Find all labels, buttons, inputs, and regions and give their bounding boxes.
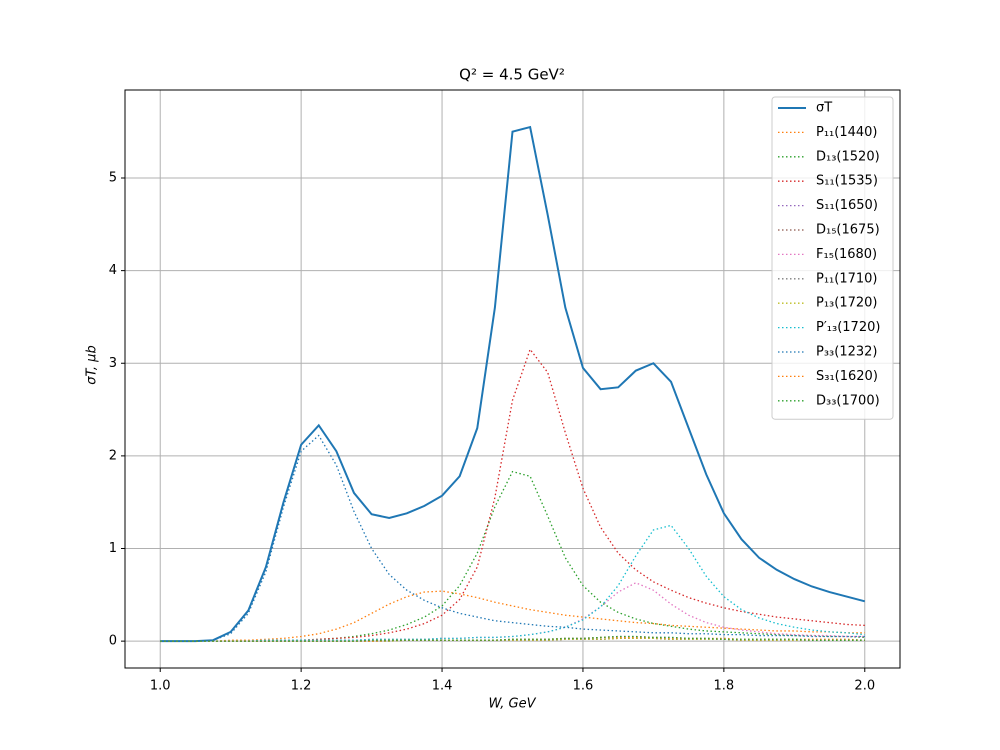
y-tick-label: 5 [109,170,117,185]
y-axis-label: σT, μb [85,345,100,384]
legend-label: D₁₃(1520) [816,149,880,164]
series-line [160,347,865,642]
series-line [160,524,865,642]
y-tick-label: 0 [109,634,117,649]
y-tick-label: 1 [109,541,117,556]
series-line [160,434,865,642]
legend-label: S₁₁(1535) [816,174,878,189]
legend-label: P₃₃(1232) [816,345,878,360]
y-tick-label: 2 [109,448,117,463]
legend-label: F₁₅(1680) [816,247,877,262]
legend-label: S₃₁(1620) [816,369,878,384]
chart-title: Q² = 4.5 GeV² [459,66,565,84]
x-tick-label: 1.8 [714,679,735,694]
x-tick-label: 2.0 [854,679,875,694]
y-tick-label: 3 [109,356,117,371]
legend-box [771,96,894,420]
legend-label: D₁₅(1675) [816,223,880,238]
y-tick-label: 4 [109,263,117,278]
series-line [160,635,865,642]
series-line [160,590,865,642]
legend-label: P₁₁(1710) [816,271,878,286]
x-tick-label: 1.6 [573,679,594,694]
x-tick-label: 1.2 [291,679,312,694]
legend-label: P₁₁(1440) [816,125,878,140]
plot-frame [124,89,901,669]
series-line [160,582,865,642]
x-tick-label: 1.0 [150,679,171,694]
x-tick-label: 1.4 [432,679,453,694]
legend-label: D₃₃(1700) [816,393,880,408]
x-axis-label: W, GeV [488,697,536,712]
legend-label: P₁₃(1720) [816,296,878,311]
legend-label: P′₁₃(1720) [816,320,880,335]
legend-label: S₁₁(1650) [816,198,878,213]
series-line [160,125,866,643]
legend-label: σT [816,101,832,116]
